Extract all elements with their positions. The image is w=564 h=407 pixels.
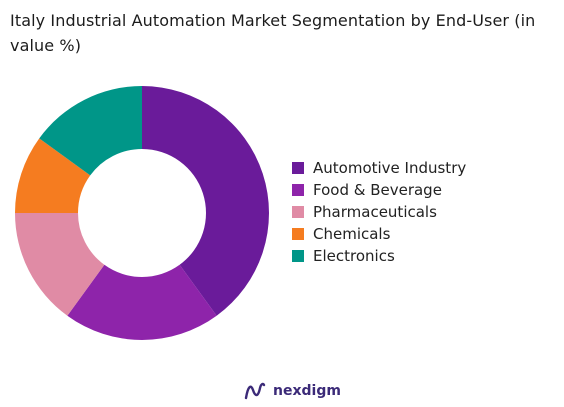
legend-item-pharmaceuticals: Pharmaceuticals (292, 201, 466, 223)
legend-label: Automotive Industry (313, 159, 467, 177)
legend-item-automotive-industry: Automotive Industry (292, 157, 466, 179)
legend-item-chemicals: Chemicals (292, 223, 466, 245)
legend-label: Pharmaceuticals (313, 203, 437, 221)
legend-swatch (292, 228, 304, 240)
legend-item-electronics: Electronics (292, 245, 466, 267)
chart-title: Italy Industrial Automation Market Segme… (10, 11, 536, 55)
donut-slice-food-beverage (67, 264, 217, 341)
brand-logo: nexdigm (243, 380, 341, 402)
legend-label: Food & Beverage (313, 181, 442, 199)
legend-swatch (292, 206, 304, 218)
donut-slice-pharmaceuticals (14, 213, 105, 316)
legend-swatch (292, 184, 304, 196)
brand-name: nexdigm (273, 383, 341, 399)
nexdigm-logo-icon (244, 382, 266, 400)
legend-swatch (292, 250, 304, 262)
legend-label: Chemicals (313, 225, 391, 243)
chart-legend: Automotive Industry Food & Beverage Phar… (292, 157, 466, 267)
donut-slice-automotive-industry (142, 86, 269, 316)
legend-swatch (292, 162, 304, 174)
legend-label: Electronics (313, 247, 395, 265)
donut-slice-chemicals (15, 138, 91, 213)
donut-slice-electronics (39, 86, 143, 176)
legend-item-food-beverage: Food & Beverage (292, 179, 466, 201)
